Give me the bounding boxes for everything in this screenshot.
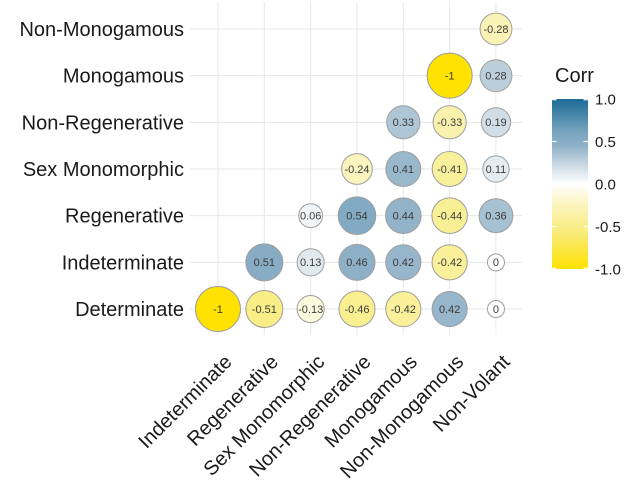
row-label: Monogamous [63,66,184,88]
row-label: Sex Monomorphic [23,159,184,181]
correlation-circle [432,105,467,140]
correlation-circle [431,244,468,281]
row-label: Non-Monogamous [19,19,184,41]
correlation-circle [386,105,421,140]
cell-value: 0.28 [485,71,506,83]
correlation-circle [486,253,505,272]
correlation-circle [480,107,512,138]
cell-value: 0 [493,257,499,269]
correlation-circle [296,294,325,324]
cell-value: 0.42 [393,257,414,269]
cell-value: 0 [493,304,499,316]
cell-value: 0.13 [300,257,321,269]
cell-value: -0.51 [252,304,277,316]
correlation-circle [338,290,376,328]
legend-tick-label: -0.5 [595,219,621,236]
correlation-circle [195,286,241,333]
correlation-circle [426,52,473,99]
row-label: Indeterminate [62,252,184,274]
legend-tick-label: -1.0 [595,261,621,278]
cell-value: 0.11 [486,164,507,176]
row-label: Determinate [75,299,184,321]
correlation-circle [431,197,468,234]
correlation-circle [479,12,513,46]
correlation-circle [479,59,513,93]
cell-value: 0.42 [439,304,460,316]
cell-value: 0.19 [485,117,506,129]
colorbar-gradient [552,99,588,269]
correlation-circle [385,290,422,328]
correlation-circle [337,196,377,235]
correlation-circle [385,244,422,281]
row-label: Non-Regenerative [22,112,184,134]
cell-value: -0.41 [437,164,462,176]
cell-value: -0.33 [437,117,462,129]
correlation-circle [298,203,324,229]
cell-value: -0.28 [483,24,508,36]
legend-tick-label: 1.0 [595,91,616,108]
correlation-circle [486,300,505,319]
legend-tick-label: 0.5 [595,134,616,151]
cell-value: -0.42 [437,257,462,269]
correlation-circle [338,243,376,281]
correlation-circle [482,155,510,183]
cell-value: 0.41 [393,164,414,176]
row-label: Regenerative [65,206,184,228]
cell-value: 0.51 [254,257,275,269]
cell-value: -1 [213,304,223,316]
cell-value: 0.54 [346,211,367,223]
cell-value: -0.24 [344,164,369,176]
legend-title: Corr [555,65,594,87]
cell-value: -0.42 [391,304,416,316]
correlation-circle [431,290,468,328]
correlation-circle [245,290,284,329]
correlation-circle [296,248,325,277]
correlation-circle [385,151,422,187]
correlation-circle [245,243,284,282]
correlation-circle [341,153,373,185]
cell-value: -1 [445,71,455,83]
correlation-circle [385,197,422,234]
correlation-circle [478,198,514,234]
cell-value: 0.44 [393,211,414,223]
cell-value: -0.46 [344,304,369,316]
cell-value: 0.06 [300,211,321,223]
cell-value: 0.36 [485,211,506,223]
cell-value: -0.13 [298,304,323,316]
correlation-circle [431,151,468,187]
cell-value: -0.44 [437,211,462,223]
cell-value: 0.46 [346,257,367,269]
cell-value: 0.33 [393,117,414,129]
legend-tick-label: 0.0 [595,176,616,193]
